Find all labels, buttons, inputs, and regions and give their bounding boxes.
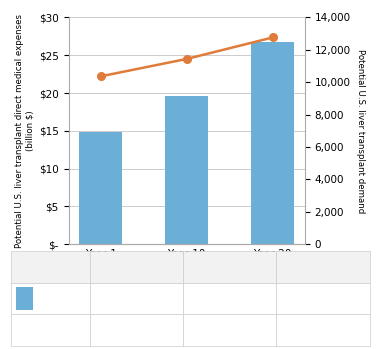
Text: Demand: Demand [42, 325, 83, 335]
Text: 12,763: 12,763 [306, 325, 340, 335]
Bar [79, 132, 122, 244]
Bar [165, 96, 208, 244]
Y-axis label: Potential U.S. liver transplant direct medical expenses
(billion $): Potential U.S. liver transplant direct m… [15, 14, 35, 248]
Text: $26.7: $26.7 [309, 294, 337, 303]
Text: Year 20: Year 20 [305, 262, 341, 272]
Text: Expenses: Expenses [36, 294, 83, 303]
Text: 11,440: 11,440 [213, 325, 247, 335]
Bar [251, 43, 294, 244]
Text: Year 10: Year 10 [212, 262, 248, 272]
Text: $14.8: $14.8 [123, 294, 150, 303]
Y-axis label: Potential U.S. liver transplant demand: Potential U.S. liver transplant demand [356, 49, 365, 213]
Text: Year 1: Year 1 [122, 262, 152, 272]
Text: $19.6: $19.6 [216, 294, 243, 303]
Text: 10,367: 10,367 [120, 325, 154, 335]
